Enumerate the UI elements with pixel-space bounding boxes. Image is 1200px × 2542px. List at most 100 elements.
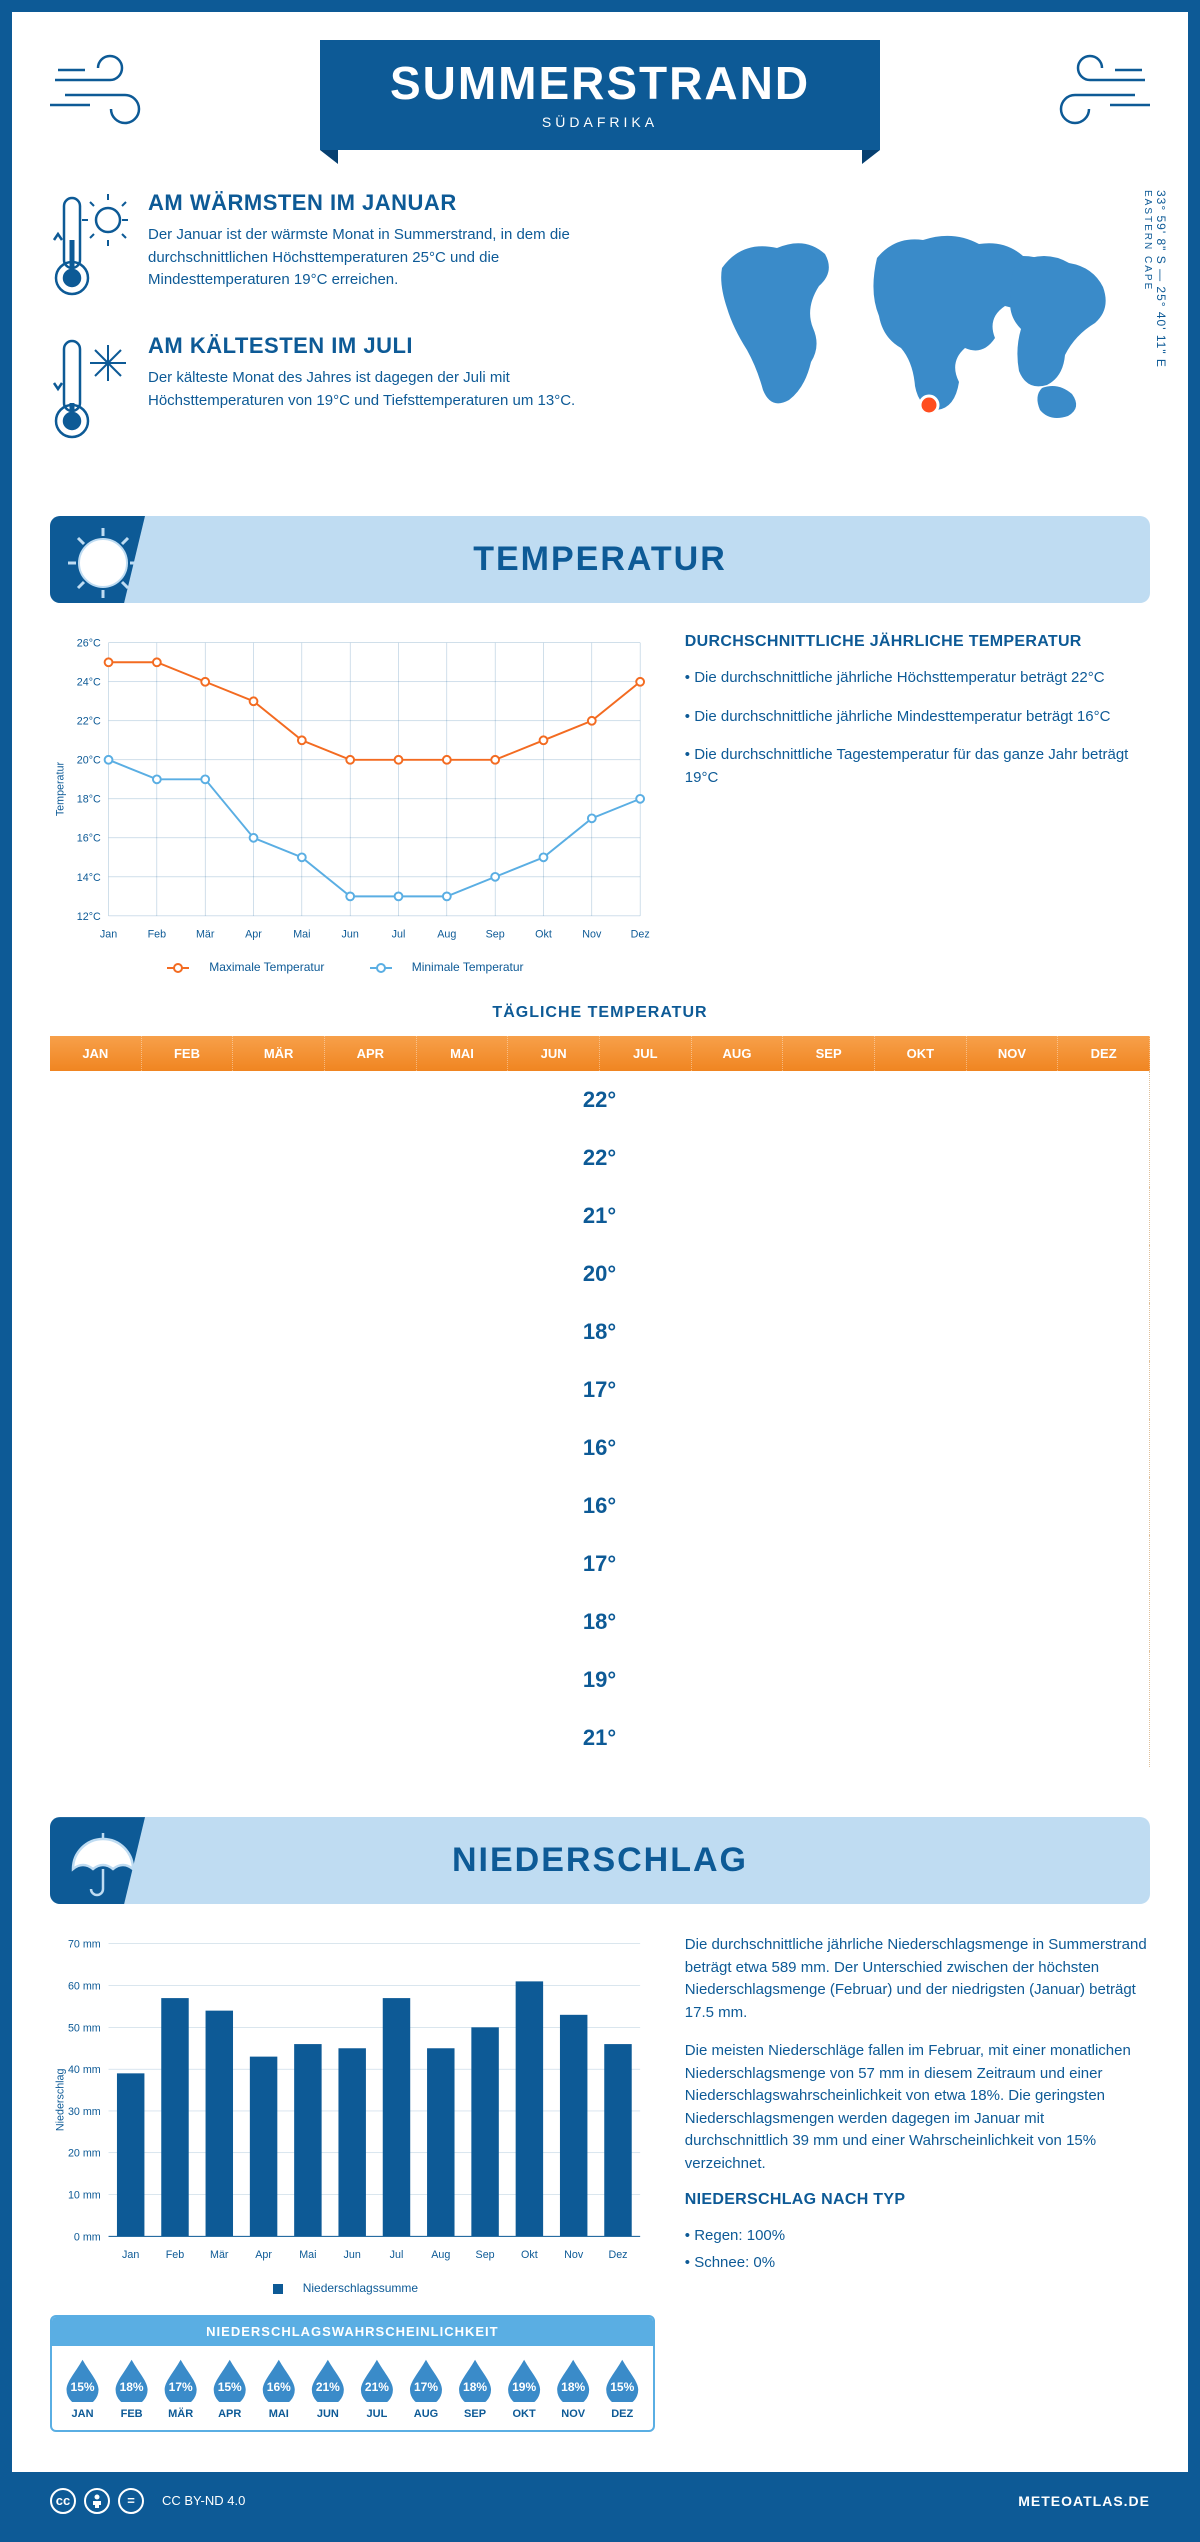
svg-text:Feb: Feb (166, 2249, 185, 2261)
raindrop-icon: 15% (65, 2358, 101, 2402)
daily-month-head: APR (325, 1036, 417, 1071)
coldest-text: Der kälteste Monat des Jahres ist dagege… (148, 367, 634, 412)
raindrop-icon: 18% (114, 2358, 150, 2402)
raindrop-icon: 18% (555, 2358, 591, 2402)
svg-text:26°C: 26°C (77, 638, 101, 650)
temperature-chart: 12°C14°C16°C18°C20°C22°C24°C26°CJanFebMä… (50, 633, 655, 974)
footer-brand: METEOATLAS.DE (1018, 2493, 1150, 2509)
svg-text:14°C: 14°C (77, 872, 101, 884)
daily-temp-value: 18° (50, 1303, 1150, 1361)
svg-text:Jan: Jan (100, 928, 117, 940)
prob-cell: 18% NOV (549, 2358, 598, 2420)
footer: cc = CC BY-ND 4.0 METEOATLAS.DE (12, 2472, 1188, 2530)
svg-text:Jun: Jun (344, 2249, 361, 2261)
daily-month-head: JUL (600, 1036, 692, 1071)
wind-icon (50, 50, 160, 135)
location-marker-icon (920, 396, 938, 414)
svg-text:22°C: 22°C (77, 716, 101, 728)
license-text: CC BY-ND 4.0 (162, 2493, 245, 2508)
wind-icon (1040, 50, 1150, 135)
prob-cell: 18% SEP (451, 2358, 500, 2420)
warmest-title: AM WÄRMSTEN IM JANUAR (148, 190, 634, 216)
precipitation-header: NIEDERSCHLAG (50, 1817, 1150, 1904)
daily-month-head: SEP (783, 1036, 875, 1071)
daily-temp-value: 21° (50, 1709, 1150, 1767)
raindrop-icon: 17% (163, 2358, 199, 2402)
svg-text:20°C: 20°C (77, 755, 101, 767)
raindrop-icon: 15% (212, 2358, 248, 2402)
raindrop-icon: 19% (506, 2358, 542, 2402)
svg-text:Temperatur: Temperatur (55, 762, 67, 817)
prob-cell: 15% APR (205, 2358, 254, 2420)
svg-text:Aug: Aug (437, 928, 456, 940)
svg-text:Mai: Mai (299, 2249, 316, 2261)
license-badges: cc = CC BY-ND 4.0 (50, 2488, 245, 2514)
temperature-summary: DURCHSCHNITTLICHE JÄHRLICHE TEMPERATUR •… (685, 633, 1150, 974)
daily-temp-value: 20° (50, 1245, 1150, 1303)
title-banner: SUMMERSTRAND SÜDAFRIKA (320, 40, 880, 150)
daily-temp-value: 17° (50, 1535, 1150, 1593)
svg-text:40 mm: 40 mm (68, 2064, 101, 2076)
svg-text:30 mm: 30 mm (68, 2106, 101, 2118)
svg-text:24°C: 24°C (77, 677, 101, 689)
prob-cell: 19% OKT (500, 2358, 549, 2420)
svg-text:Okt: Okt (535, 928, 552, 940)
daily-month-head: MÄR (233, 1036, 325, 1071)
temperature-title: TEMPERATUR (50, 540, 1150, 579)
svg-text:Mär: Mär (210, 2249, 229, 2261)
daily-temp-value: 18° (50, 1593, 1150, 1651)
raindrop-icon: 16% (261, 2358, 297, 2402)
raindrop-icon: 17% (408, 2358, 444, 2402)
daily-temp-value: 16° (50, 1419, 1150, 1477)
svg-text:12°C: 12°C (77, 911, 101, 923)
page-subtitle: SÜDAFRIKA (390, 114, 810, 130)
svg-text:Feb: Feb (148, 928, 167, 940)
coordinates: 33° 59' 8" S — 25° 40' 11" E EASTERN CAP… (1140, 190, 1168, 368)
thermometer-cold-icon (50, 333, 130, 448)
coldest-block: AM KÄLTESTEN IM JULI Der kälteste Monat … (50, 333, 634, 448)
daily-month-head: JAN (50, 1036, 142, 1071)
svg-text:Apr: Apr (255, 2249, 272, 2261)
daily-month-head: FEB (142, 1036, 234, 1071)
umbrella-icon (64, 1825, 142, 1904)
daily-month-head: AUG (692, 1036, 784, 1071)
precipitation-title: NIEDERSCHLAG (50, 1841, 1150, 1880)
header: SUMMERSTRAND SÜDAFRIKA (50, 40, 1150, 150)
svg-text:Mär: Mär (196, 928, 215, 940)
svg-text:Jul: Jul (392, 928, 406, 940)
prob-cell: 18% FEB (107, 2358, 156, 2420)
raindrop-icon: 21% (359, 2358, 395, 2402)
svg-text:50 mm: 50 mm (68, 2022, 101, 2034)
raindrop-icon: 21% (310, 2358, 346, 2402)
svg-text:Sep: Sep (486, 928, 505, 940)
daily-month-head: NOV (967, 1036, 1059, 1071)
svg-text:Apr: Apr (245, 928, 262, 940)
precipitation-summary: Die durchschnittliche jährliche Niedersc… (685, 1934, 1150, 2432)
daily-temp-value: 19° (50, 1651, 1150, 1709)
precipitation-chart: 0 mm10 mm20 mm30 mm40 mm50 mm60 mm70 mmN… (50, 1934, 655, 2432)
sun-icon (64, 524, 142, 603)
prob-cell: 21% JUN (303, 2358, 352, 2420)
daily-temp-value: 17° (50, 1361, 1150, 1419)
svg-text:Dez: Dez (631, 928, 650, 940)
daily-month-head: JUN (508, 1036, 600, 1071)
prob-cell: 21% JUL (352, 2358, 401, 2420)
svg-text:Jul: Jul (390, 2249, 404, 2261)
daily-temp-value: 16° (50, 1477, 1150, 1535)
temperature-legend: Maximale Temperatur Minimale Temperatur (50, 960, 655, 974)
daily-month-head: OKT (875, 1036, 967, 1071)
svg-text:60 mm: 60 mm (68, 1981, 101, 1993)
svg-text:70 mm: 70 mm (68, 1939, 101, 1951)
svg-text:Sep: Sep (476, 2249, 495, 2261)
prob-cell: 17% AUG (401, 2358, 450, 2420)
by-icon (84, 2488, 110, 2514)
raindrop-icon: 18% (457, 2358, 493, 2402)
svg-text:Jan: Jan (122, 2249, 139, 2261)
daily-month-head: MAI (417, 1036, 509, 1071)
warmest-text: Der Januar ist der wärmste Monat in Summ… (148, 224, 634, 292)
daily-temp-value: 21° (50, 1187, 1150, 1245)
svg-text:Okt: Okt (521, 2249, 538, 2261)
svg-text:Mai: Mai (293, 928, 310, 940)
daily-month-head: DEZ (1058, 1036, 1150, 1071)
nd-icon: = (118, 2488, 144, 2514)
